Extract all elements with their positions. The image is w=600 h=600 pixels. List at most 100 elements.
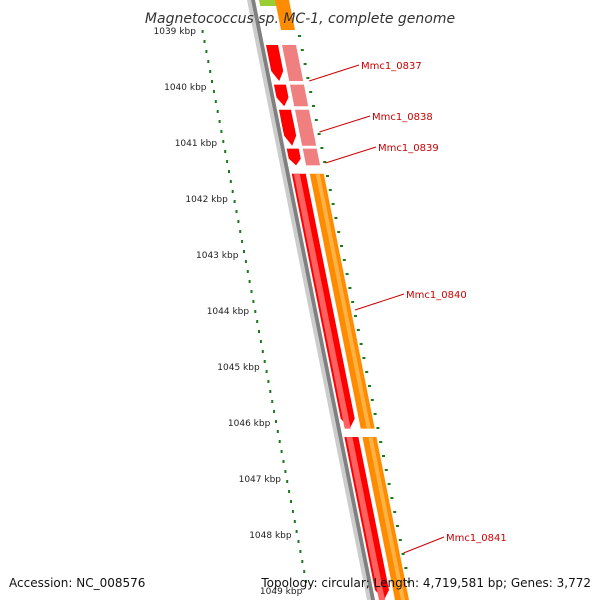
gc-skew-dot (305, 580, 307, 583)
cds-highlight (293, 173, 351, 429)
tick-label-1047: 1047 kbp (239, 475, 282, 485)
gc-skew-track (201, 30, 411, 583)
gc-content-dash (317, 133, 321, 135)
gc-skew-dot (301, 560, 304, 563)
cds-highlight (346, 437, 385, 600)
gc-skew-dot (220, 130, 223, 133)
gc-content-dash (362, 357, 366, 359)
gc-skew-dot (273, 410, 276, 413)
gc-skew-dot (267, 380, 270, 383)
gc-skew-dot (295, 530, 298, 533)
gc-content-dash (306, 77, 310, 79)
gc-content-dash (348, 287, 352, 289)
gc-skew-dot (284, 470, 287, 473)
gc-skew-dot (224, 150, 227, 153)
gc-content-dash (404, 567, 408, 569)
gc-skew-dot (241, 240, 244, 243)
gc-skew-dot (275, 420, 277, 423)
map-title: Magnetococcus sp. MC-1, complete genome (145, 11, 455, 27)
gene-leader-line (309, 64, 360, 82)
rna-feature (259, 0, 279, 6)
gc-skew-dot (211, 80, 213, 83)
gc-skew-dot (291, 510, 294, 513)
tick-label-1040: 1040 kbp (164, 83, 207, 93)
gene-block (289, 84, 309, 107)
gene-block (297, 120, 317, 146)
gc-skew-dot (228, 170, 230, 173)
gc-content-dash (351, 301, 355, 303)
gc-content-dash (384, 469, 388, 471)
gc-content-dash (356, 329, 360, 331)
tick-label-1039: 1039 kbp (154, 27, 197, 37)
gc-skew-dot (231, 190, 234, 193)
gc-skew-dot (203, 40, 206, 43)
gc-skew-dot (239, 230, 242, 233)
gene-leader-line (325, 146, 377, 164)
gc-skew-dot (299, 550, 302, 553)
gc-skew-dot (286, 480, 289, 483)
gc-content-dash (390, 497, 394, 499)
cds-arrow (273, 84, 289, 107)
gc-skew-dot (256, 320, 259, 323)
gc-content-dash (387, 483, 391, 485)
gc-skew-dot (216, 110, 219, 113)
gc-content-dash (359, 343, 363, 345)
gc-skew-dot (207, 60, 210, 63)
gc-content-dash (320, 147, 324, 149)
gene-labels: Mmc1_0837 Mmc1_0838 Mmc1_0839 Mmc1_0840 Mmc1… (309, 61, 507, 554)
cds-arrow (266, 45, 284, 81)
gc-content-dash (373, 413, 377, 415)
gc-content-dash (407, 581, 411, 583)
gc-content-dash (309, 91, 313, 93)
gene-label-Mmc1_0841: Mmc1_0841 (446, 533, 507, 544)
gc-content-dash (396, 525, 399, 527)
gene-block (282, 45, 304, 81)
gc-skew-dot (218, 120, 221, 123)
gc-content-dash (382, 455, 385, 457)
tick-label-1041: 1041 kbp (175, 139, 218, 149)
gc-content-dash (331, 203, 335, 205)
gc-content-dash (370, 399, 374, 401)
gc-skew-dot (254, 310, 257, 313)
gene-label-Mmc1_0838: Mmc1_0838 (372, 112, 433, 123)
gc-content-dash (376, 427, 380, 429)
gc-skew-dot (250, 290, 253, 293)
gc-content-dash (401, 553, 405, 555)
backbone-line (251, 0, 375, 600)
gene-label-Mmc1_0839: Mmc1_0839 (378, 143, 439, 154)
gc-skew-dot (226, 160, 229, 163)
gc-skew-dot (235, 210, 238, 213)
tick-label-1045: 1045 kbp (217, 363, 260, 373)
gc-skew-dot (259, 340, 262, 343)
feature-tracks (259, 0, 409, 600)
gc-skew-dot (282, 460, 285, 463)
gc-skew-dot (201, 30, 204, 33)
gc-content-dash (323, 161, 327, 163)
tick-label-1046: 1046 kbp (228, 419, 271, 429)
gc-skew-dot (248, 280, 251, 283)
gene-block (302, 148, 321, 166)
gc-skew-dot (222, 140, 225, 143)
gc-content-dash (314, 119, 318, 121)
gc-content-dash (300, 49, 304, 51)
gc-skew-dot (258, 330, 260, 333)
gc-content-dash (393, 511, 397, 513)
gc-content-dash (365, 371, 369, 373)
cds-arrow (281, 120, 297, 146)
genome-summary: Topology: circular; Length: 4,719,581 bp… (261, 576, 591, 590)
gc-skew-dot (265, 370, 268, 373)
gene-leader-line (354, 293, 405, 311)
gc-content-dash (298, 35, 301, 37)
gc-skew-dot (214, 100, 217, 103)
gene-block (275, 0, 295, 30)
gc-skew-dot (278, 440, 281, 443)
gc-skew-dot (293, 520, 296, 523)
tick-label-1044: 1044 kbp (207, 307, 250, 317)
gc-skew-dot (243, 250, 245, 253)
gc-skew-dot (212, 90, 215, 93)
tick-label-1042: 1042 kbp (185, 195, 228, 205)
gc-skew-dot (244, 260, 247, 263)
backbone-track (247, 0, 375, 600)
gc-skew-dot (252, 300, 255, 303)
